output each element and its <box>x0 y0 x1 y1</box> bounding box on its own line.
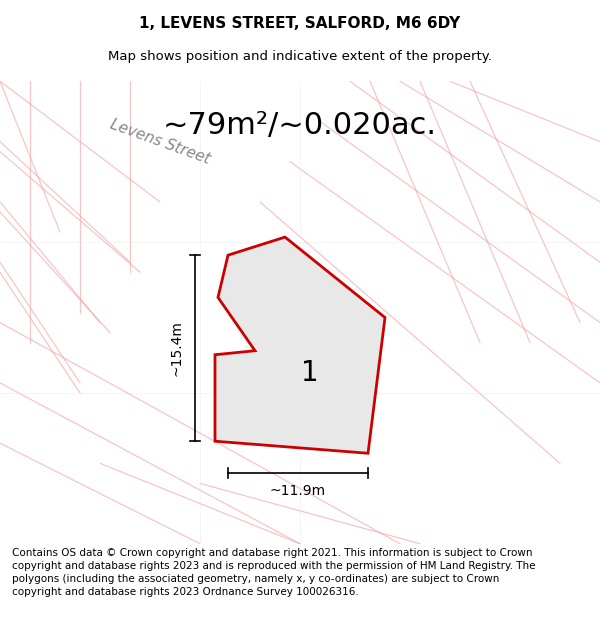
Text: Levens Street: Levens Street <box>108 116 212 167</box>
Polygon shape <box>215 237 385 453</box>
Text: ~11.9m: ~11.9m <box>270 484 326 499</box>
Text: 1: 1 <box>301 359 319 387</box>
Text: Map shows position and indicative extent of the property.: Map shows position and indicative extent… <box>108 49 492 62</box>
Text: Contains OS data © Crown copyright and database right 2021. This information is : Contains OS data © Crown copyright and d… <box>12 548 536 598</box>
Text: 1, LEVENS STREET, SALFORD, M6 6DY: 1, LEVENS STREET, SALFORD, M6 6DY <box>139 16 461 31</box>
Text: ~15.4m: ~15.4m <box>170 320 184 376</box>
Text: ~79m²/~0.020ac.: ~79m²/~0.020ac. <box>163 111 437 141</box>
